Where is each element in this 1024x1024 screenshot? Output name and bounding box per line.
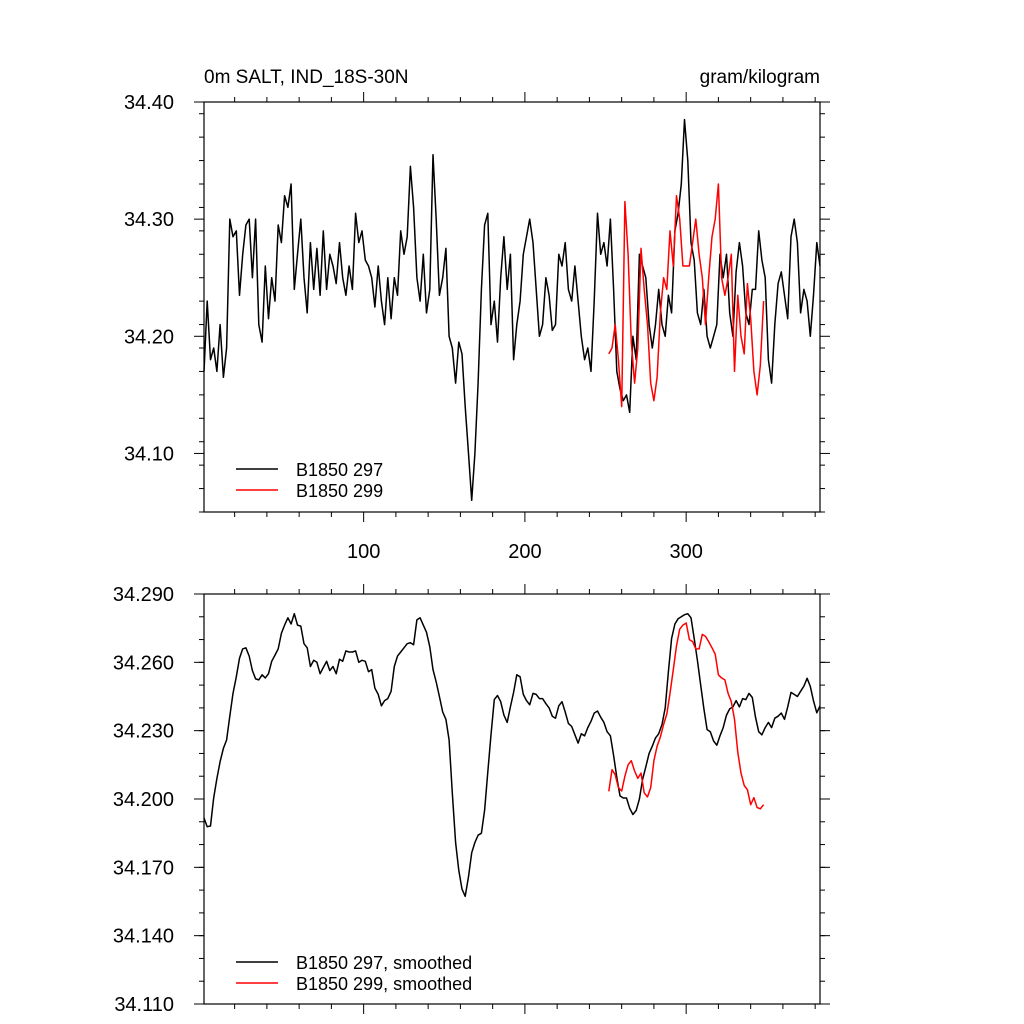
y-tick-label: 34.110 <box>114 994 174 1016</box>
top-y-tick-labels: 34.10 34.20 34.30 34.40 <box>124 92 174 465</box>
bottom-y-tick-labels: 34.110 34.140 34.170 34.200 34.230 34.260 34.2… <box>113 584 174 1016</box>
bottom-plot-frame <box>203 593 821 1005</box>
top-legend: B1850 297 B1850 299 <box>236 460 383 501</box>
top-x-tick-labels: 100 200 300 <box>347 541 703 563</box>
top-series-group <box>203 118 821 502</box>
legend-label-299: B1850 299 <box>296 481 383 501</box>
bottom-axis-ticks <box>194 584 830 1014</box>
chart-title: 0m SALT, IND_18S-30N <box>204 67 409 88</box>
top-plot-frame <box>203 101 821 513</box>
units-label: gram/kilogram <box>700 67 820 88</box>
y-tick-label: 34.260 <box>113 652 174 674</box>
y-tick-label: 34.230 <box>113 721 174 743</box>
bottom-series-group <box>203 612 821 898</box>
bottom-panel: 34.110 34.140 34.170 34.200 34.230 34.260 34.2… <box>113 584 830 1016</box>
series-line-299 <box>608 183 765 408</box>
top-panel: 0m SALT, IND_18S-30N gram/kilogram 34.10… <box>124 67 830 563</box>
y-tick-label: 34.290 <box>113 584 174 606</box>
x-tick-label: 200 <box>508 541 541 563</box>
y-tick-label: 34.200 <box>113 789 174 811</box>
x-tick-label: 100 <box>347 541 380 563</box>
legend-label-297-smoothed: B1850 297, smoothed <box>296 953 472 973</box>
top-axis-ticks <box>194 92 830 522</box>
y-tick-label: 34.140 <box>113 926 174 948</box>
series-line-297 <box>203 118 821 502</box>
y-tick-label: 34.20 <box>124 326 174 348</box>
y-tick-label: 34.40 <box>124 92 174 114</box>
y-tick-label: 34.30 <box>124 209 174 231</box>
bottom-legend: B1850 297, smoothed B1850 299, smoothed <box>236 953 472 994</box>
x-tick-label: 300 <box>669 541 702 563</box>
series-line-297-smoothed <box>203 612 821 898</box>
y-tick-label: 34.10 <box>124 443 174 465</box>
legend-label-297: B1850 297 <box>296 460 383 480</box>
series-line-299-smoothed <box>608 622 765 810</box>
y-tick-label: 34.170 <box>113 857 174 879</box>
legend-label-299-smoothed: B1850 299, smoothed <box>296 974 472 994</box>
